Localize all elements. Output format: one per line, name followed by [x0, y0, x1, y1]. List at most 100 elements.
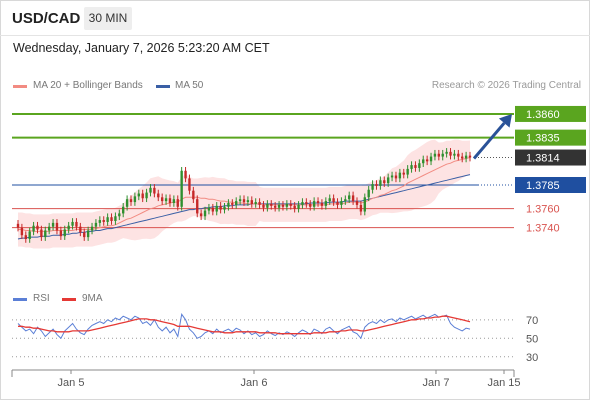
level-label-1.3814: 1.3814	[526, 153, 560, 165]
candle-body	[390, 175, 394, 178]
level-label-1.3785: 1.3785	[526, 180, 560, 192]
provider-credit: Research © 2026 Trading Central	[431, 80, 581, 91]
candle-body	[246, 200, 250, 203]
candle-body	[410, 165, 413, 169]
candle-body	[114, 216, 117, 221]
candle-body	[437, 153, 441, 157]
candle-body	[59, 230, 63, 237]
level-tag-1.3814	[515, 149, 586, 166]
candle-body	[363, 197, 366, 212]
rsi-tick-label-30: 30	[526, 352, 538, 364]
rsi-ma9-line	[18, 315, 471, 335]
candle-body	[375, 184, 378, 186]
forecast-arrow-head	[498, 113, 512, 128]
x-tick-label-Jan-5: Jan 5	[58, 377, 85, 389]
candle-body	[270, 203, 273, 206]
candle-body	[371, 184, 374, 190]
level-tag-1.3785	[515, 177, 586, 193]
candle-body	[235, 201, 238, 205]
candle-body	[445, 151, 448, 154]
rsi-legend-swatch	[13, 298, 27, 301]
candle-body	[83, 232, 86, 238]
candle-body	[398, 172, 402, 179]
candle-body	[250, 200, 253, 204]
candle-body	[254, 202, 257, 204]
candle-body	[238, 199, 242, 202]
candle-body	[285, 203, 289, 207]
candle-body	[184, 170, 187, 179]
candle-body	[125, 199, 129, 207]
candle-body	[172, 199, 176, 203]
ma50-legend-swatch	[156, 85, 170, 88]
candle-body	[359, 204, 363, 212]
candle-body	[133, 196, 137, 203]
candle-body	[301, 202, 304, 205]
level-tag-1.3860	[515, 105, 586, 122]
candle-body	[44, 230, 47, 238]
timeframe-badge[interactable]: 30 MIN	[84, 7, 132, 30]
candle-body	[242, 199, 246, 203]
ma20-legend-swatch	[13, 85, 27, 88]
candle-body	[324, 201, 328, 206]
candle-body	[207, 207, 211, 211]
candle-body	[203, 210, 207, 217]
candle-body	[28, 231, 31, 239]
candle-body	[36, 225, 39, 230]
rsi-tick-label-70: 70	[526, 315, 538, 327]
candle-body	[293, 205, 296, 209]
rsi-legend-label: RSI	[33, 293, 50, 304]
candle-body	[67, 225, 70, 230]
level-label-1.3835: 1.3835	[526, 133, 560, 145]
candle-body	[464, 155, 468, 159]
candle-body	[379, 180, 382, 186]
header-divider	[0, 35, 590, 36]
candle-body	[24, 235, 27, 239]
candle-body	[160, 197, 164, 202]
candle-body	[86, 230, 90, 238]
candle-body	[441, 153, 444, 157]
candle-body	[153, 187, 156, 194]
candle-body	[47, 226, 51, 231]
candle-body	[75, 221, 78, 227]
candle-body	[414, 165, 417, 168]
candle-body	[98, 220, 102, 223]
level-label-1.3760: 1.3760	[526, 204, 560, 216]
datetime-label: Wednesday, January 7, 2026 5:23:20 AM CE…	[13, 41, 270, 55]
candle-body	[71, 221, 74, 226]
candle-body	[199, 213, 203, 217]
x-tick-label-Jan-15: Jan 15	[487, 377, 520, 389]
candle-body	[468, 155, 472, 158]
rsi-tick-label-50: 50	[526, 333, 538, 345]
candle-body	[289, 203, 292, 206]
candle-body	[277, 204, 281, 208]
ma9-legend-label: 9MA	[82, 293, 103, 304]
candle-body	[223, 206, 226, 210]
candle-body	[192, 190, 195, 200]
x-tick-label-Jan-7: Jan 7	[423, 377, 450, 389]
x-tick-label-Jan-6: Jan 6	[241, 377, 268, 389]
ma20-legend-label: MA 20 + Bollinger Bands	[33, 80, 143, 91]
candle-body	[94, 222, 98, 227]
candle-body	[227, 203, 230, 207]
candle-body	[340, 201, 343, 205]
candle-body	[266, 203, 269, 208]
candle-body	[219, 205, 222, 210]
candle-body	[79, 226, 82, 233]
candle-body	[394, 175, 398, 179]
candle-body	[422, 159, 425, 164]
candle-body	[281, 204, 285, 207]
candle-body	[309, 203, 312, 207]
candle-body	[168, 198, 172, 203]
candle-body	[63, 229, 66, 237]
ma50-legend-label: MA 50	[175, 80, 204, 91]
candle-body	[90, 226, 94, 231]
candle-body	[118, 213, 121, 217]
candle-body	[122, 206, 125, 214]
candle-body	[367, 189, 370, 198]
candle-body	[188, 178, 191, 191]
candle-body	[336, 202, 339, 205]
candle-body	[383, 180, 386, 184]
candle-body	[449, 151, 452, 156]
candle-body	[196, 199, 199, 214]
candle-body	[273, 205, 277, 208]
